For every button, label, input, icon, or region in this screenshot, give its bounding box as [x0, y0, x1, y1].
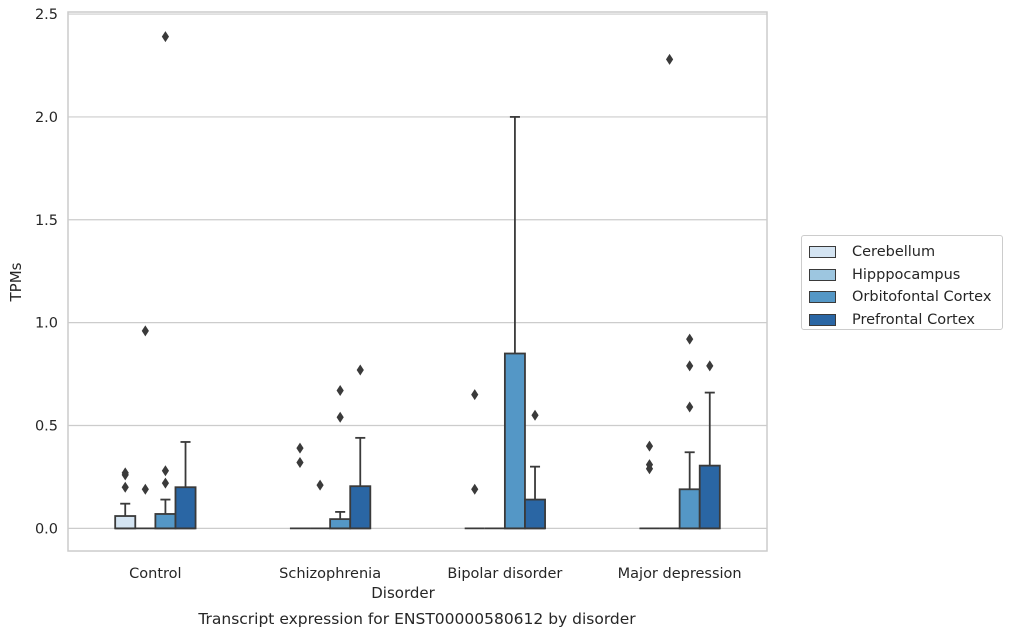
outlier-point — [141, 325, 149, 337]
legend-swatch — [809, 313, 836, 326]
plot-marks — [114, 31, 721, 530]
y-axis-ticks: 0.0 0.5 1.0 1.5 2.0 2.5 — [35, 7, 58, 537]
plot-area-frame — [67, 11, 768, 552]
x-axis-label: Disorder — [371, 584, 435, 602]
outlier-point — [336, 385, 344, 397]
box-body — [174, 486, 197, 530]
box-body — [349, 485, 372, 530]
box-0-0 — [114, 467, 137, 530]
box-2-3 — [678, 333, 701, 530]
legend-item: Hipppocampus — [809, 264, 1002, 287]
outlier-point — [645, 459, 654, 471]
box-body — [698, 464, 721, 530]
outlier-point — [336, 411, 344, 423]
box-3-1 — [349, 364, 372, 530]
outlier-point — [645, 440, 654, 452]
y-tick-label: 2.0 — [35, 110, 58, 126]
box-body — [114, 515, 137, 530]
legend-label: Prefrontal Cortex — [852, 311, 975, 328]
box-body — [503, 352, 526, 530]
outlier-point — [686, 360, 694, 372]
x-axis-ticks: Control Schizophrenia Bipolar disorder Majo… — [129, 566, 741, 582]
y-axis-label: TPMs — [7, 262, 25, 302]
box-body — [154, 513, 177, 530]
box-3-2 — [524, 409, 546, 530]
box-2-2 — [503, 116, 526, 530]
outlier-point — [665, 53, 674, 65]
outlier-point — [296, 457, 304, 469]
outlier-point — [141, 483, 149, 495]
box-2-0 — [154, 31, 177, 530]
outlier-point — [706, 360, 714, 372]
box-0-1 — [289, 442, 311, 530]
outlier-point — [356, 364, 364, 376]
box-1-1 — [310, 479, 331, 530]
outlier-point — [316, 479, 324, 491]
outlier-point — [686, 401, 694, 413]
outlier-point — [686, 333, 694, 345]
y-tick-label: 1.0 — [35, 316, 58, 332]
legend-swatch — [809, 246, 836, 259]
chart-legend: Cerebellum Hipppocampus Orbitofontal Corte… — [801, 235, 1003, 330]
legend-swatch — [809, 268, 836, 281]
gridlines — [68, 13, 767, 529]
outlier-point — [471, 483, 479, 495]
box-1-3 — [659, 53, 680, 530]
outlier-point — [471, 389, 479, 401]
box-3-3 — [698, 360, 721, 530]
outlier-point — [161, 477, 170, 489]
box-0-2 — [464, 389, 485, 530]
y-tick-label: 1.5 — [35, 213, 58, 229]
box-0-3 — [639, 440, 660, 530]
box-3-0 — [174, 441, 197, 530]
legend-label: Hipppocampus — [852, 266, 961, 283]
x-tick-label: Bipolar disorder — [447, 566, 562, 582]
box-body — [524, 498, 546, 530]
legend-swatch — [809, 291, 836, 304]
legend-item: Cerebellum — [809, 241, 1002, 264]
legend-label: Orbitofontal Cortex — [852, 289, 992, 306]
x-tick-label: Schizophrenia — [279, 566, 381, 582]
box-body — [329, 518, 352, 530]
outlier-point — [161, 465, 170, 477]
outlier-point — [296, 442, 304, 454]
box-1-0 — [135, 325, 156, 530]
outlier-point — [161, 31, 170, 43]
legend-item: Prefrontal Cortex — [809, 309, 1002, 332]
outlier-point — [531, 409, 539, 421]
outlier-point — [121, 481, 129, 493]
chart-caption: Transcript expression for ENST0000058061… — [198, 610, 636, 628]
legend-label: Cerebellum — [852, 244, 936, 261]
y-tick-label: 2.5 — [35, 7, 58, 23]
box-body — [678, 488, 701, 530]
y-tick-label: 0.5 — [35, 419, 58, 435]
x-tick-label: Major depression — [618, 566, 742, 582]
x-tick-label: Control — [129, 566, 181, 582]
box-2-1 — [329, 385, 352, 530]
legend-item: Orbitofontal Cortex — [809, 286, 1002, 309]
y-tick-label: 0.0 — [35, 521, 58, 537]
outlier-point — [121, 467, 129, 479]
